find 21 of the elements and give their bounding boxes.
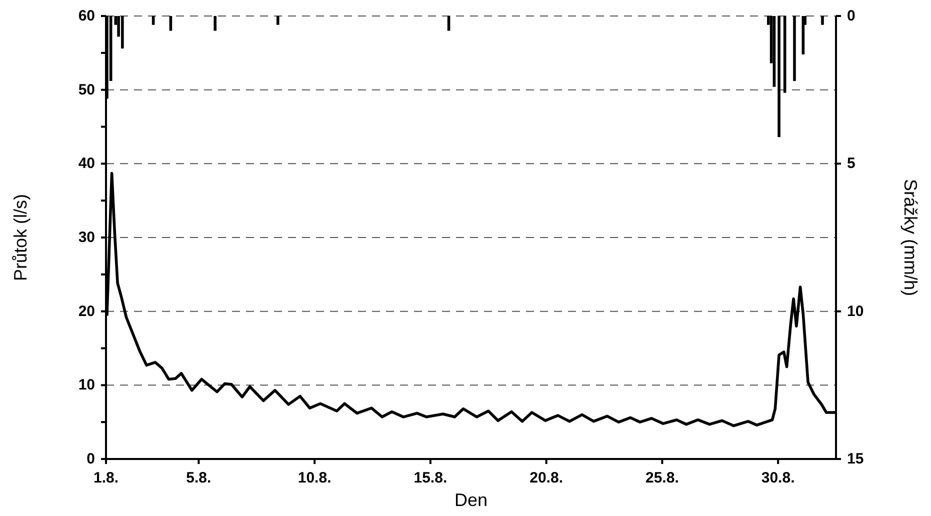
x-tick-label: 15.8. — [414, 470, 448, 486]
x-tick-label: 1.8. — [93, 470, 119, 486]
x-tick-label: 5.8. — [186, 470, 212, 486]
y-tick-label: 50 — [78, 81, 95, 98]
y2-tick-label: 5 — [847, 155, 856, 172]
y-tick-label: 60 — [78, 8, 95, 24]
x-tick-label: 30.8. — [761, 470, 795, 486]
y2-tick-label: 10 — [847, 302, 864, 320]
y-tick-label: 20 — [78, 302, 95, 320]
x-axis-title: Den — [454, 490, 488, 510]
y-axis-title: Průtok (l/s) — [10, 194, 30, 282]
y2-tick-label: 15 — [847, 450, 864, 468]
y2-axis-title: Srážky (mm/h) — [900, 179, 921, 296]
x-tick-label: 20.8. — [530, 470, 564, 486]
y-tick-label: 40 — [78, 155, 95, 172]
y-tick-label: 10 — [78, 376, 95, 394]
x-tick-label: 10.8. — [298, 470, 332, 486]
y2-tick-label: 0 — [847, 8, 856, 24]
y-tick-label: 30 — [78, 229, 95, 246]
y-tick-label: 0 — [86, 450, 95, 468]
x-tick-label: 25.8. — [646, 470, 679, 486]
